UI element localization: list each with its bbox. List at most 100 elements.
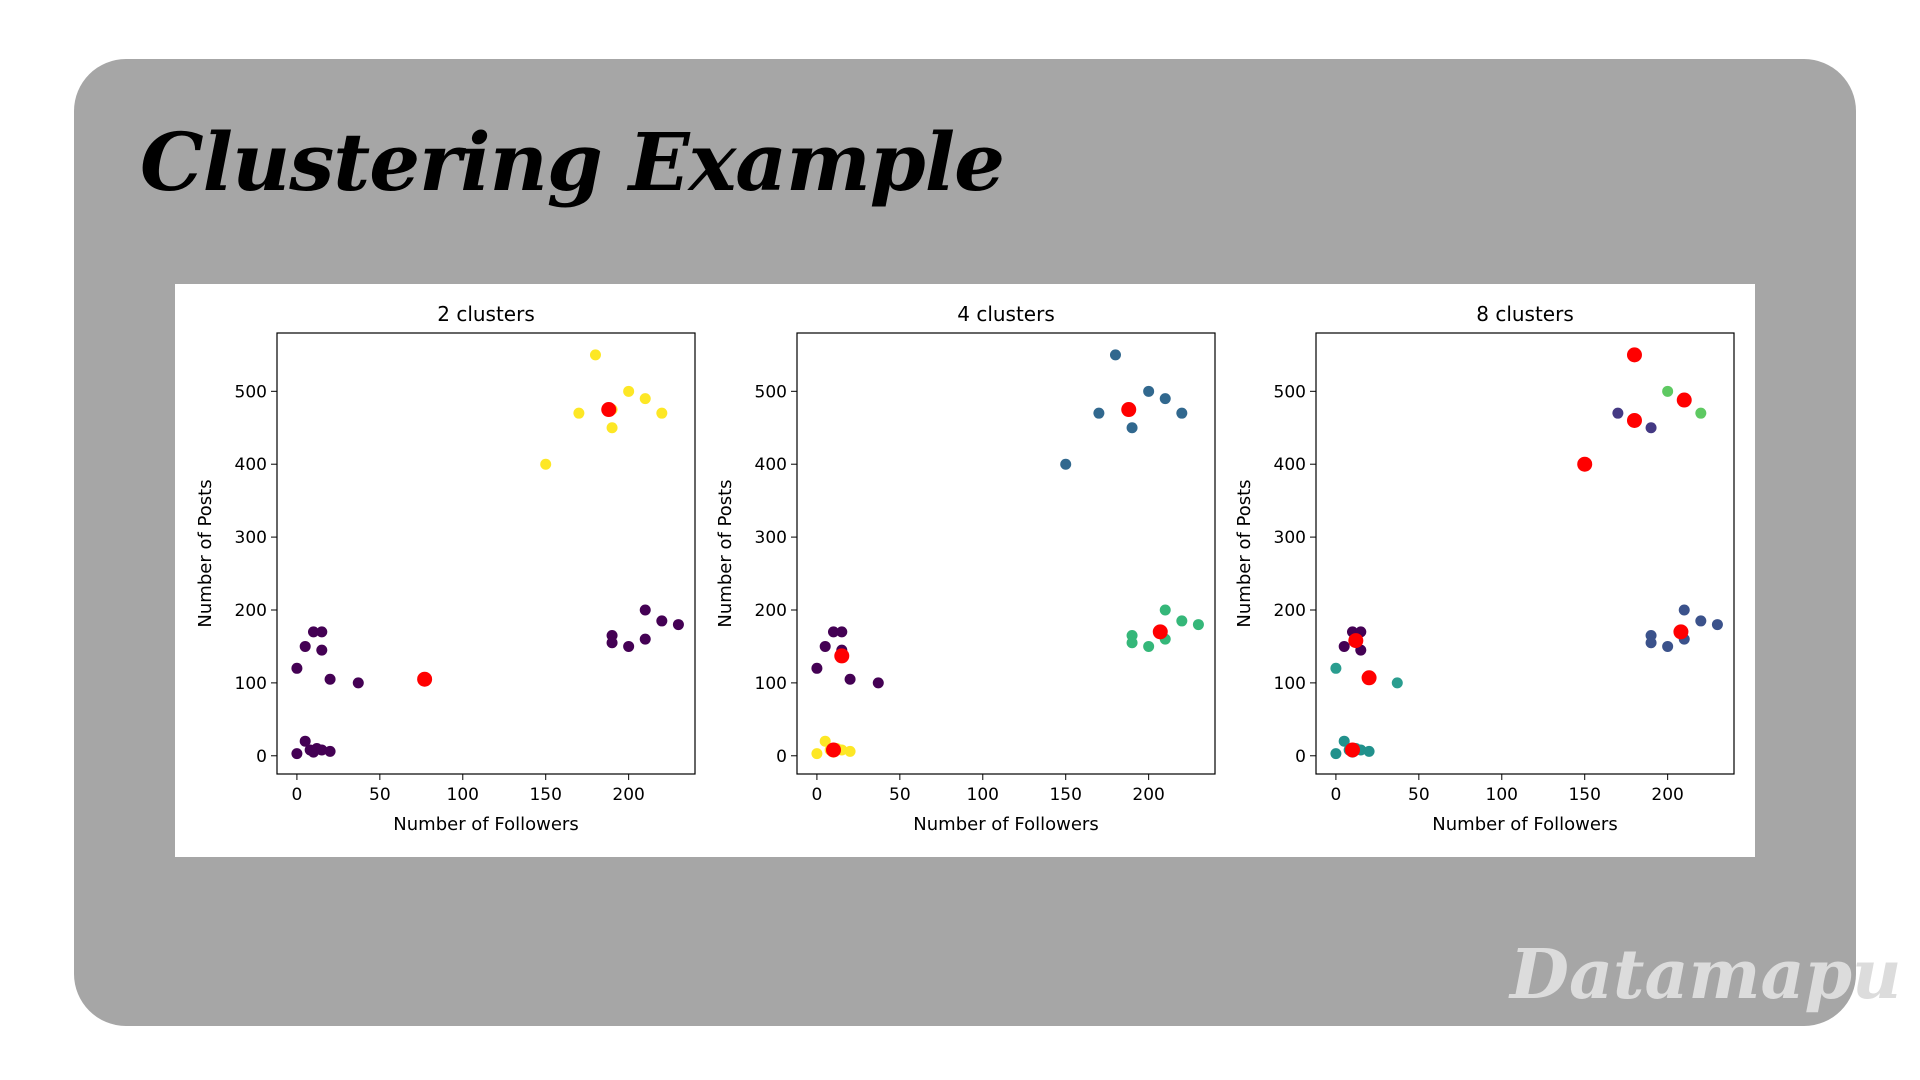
data-point [1093, 407, 1105, 419]
data-point [589, 349, 601, 361]
data-point [1060, 458, 1072, 470]
data-point [639, 633, 651, 645]
data-point [324, 673, 336, 685]
data-point [656, 615, 668, 627]
data-point [639, 393, 651, 405]
data-point [316, 644, 328, 656]
centroid-point [1577, 456, 1593, 472]
x-tick-label: 100 [1486, 785, 1518, 805]
x-tick-label: 50 [369, 785, 391, 805]
data-point [1645, 422, 1657, 434]
chart-title: 8 clusters [1476, 302, 1574, 326]
x-tick-label: 200 [1132, 785, 1164, 805]
plot-frame [276, 332, 696, 775]
data-point [316, 626, 328, 638]
data-point [1645, 637, 1657, 649]
x-tick-label: 0 [811, 785, 822, 805]
data-point [672, 619, 684, 631]
y-tick-label: 400 [755, 455, 787, 475]
data-point [1363, 745, 1375, 757]
data-point [623, 640, 635, 652]
x-axis-label: Number of Followers [913, 814, 1098, 835]
y-tick-label: 0 [256, 747, 267, 767]
data-point [1330, 662, 1342, 674]
data-point [811, 662, 823, 674]
y-tick-label: 0 [776, 747, 787, 767]
data-point [872, 677, 884, 689]
data-point [307, 626, 319, 638]
data-point [836, 626, 848, 638]
y-tick-label: 400 [235, 455, 267, 475]
y-tick-label: 500 [1274, 382, 1306, 402]
y-tick-label: 300 [1274, 528, 1306, 548]
scatter-chart-3: 8 clusters 0 50 100 150 200 0 100 200 300 400 500 Nu… [1234, 302, 1735, 835]
figure-panel: 2 clusters 0 50 100 150 200 0 100 200 300 400 500 Nu… [175, 284, 1755, 857]
data-point [1695, 407, 1707, 419]
data-point [316, 744, 328, 756]
data-point [1126, 422, 1138, 434]
centroid-point [1121, 402, 1137, 418]
centroid-point [601, 402, 617, 418]
y-tick-label: 500 [235, 382, 267, 402]
data-point [1662, 385, 1674, 397]
data-point [639, 604, 651, 616]
data-point [1338, 640, 1350, 652]
chart-title: 4 clusters [957, 302, 1055, 326]
data-point [291, 662, 303, 674]
x-tick-label: 50 [1408, 785, 1430, 805]
x-tick-label: 100 [967, 785, 999, 805]
watermark-logo: Datamapu [1510, 935, 1902, 1015]
data-point [540, 458, 552, 470]
y-tick-label: 300 [235, 528, 267, 548]
scatter-chart-2: 4 clusters 0 50 100 150 200 0 100 200 300 400 500 Nu… [715, 302, 1216, 835]
x-axis-label: Number of Followers [1432, 814, 1617, 835]
data-point [291, 748, 303, 760]
data-point [1159, 393, 1171, 405]
x-tick-label: 0 [291, 785, 302, 805]
y-tick-label: 0 [1295, 747, 1306, 767]
data-point [827, 626, 839, 638]
data-point [1143, 385, 1155, 397]
centroid-point [1361, 670, 1377, 686]
data-point [844, 745, 856, 757]
x-tick-label: 150 [1049, 785, 1081, 805]
data-point [299, 640, 311, 652]
y-axis-label: Number of Posts [715, 479, 736, 627]
x-tick-label: 150 [1568, 785, 1600, 805]
data-point [1176, 615, 1188, 627]
plot-frame [796, 332, 1216, 775]
y-axis-label: Number of Posts [1234, 479, 1255, 627]
data-point [352, 677, 364, 689]
y-tick-label: 300 [755, 528, 787, 548]
plot-frame [1315, 332, 1735, 775]
y-axis-label: Number of Posts [195, 479, 216, 627]
data-point [606, 422, 618, 434]
data-point [1143, 640, 1155, 652]
y-tick-label: 500 [755, 382, 787, 402]
y-tick-label: 200 [1274, 601, 1306, 621]
x-tick-label: 150 [529, 785, 561, 805]
data-point [1678, 604, 1690, 616]
slide-title: Clustering Example [140, 115, 1005, 209]
centroid-point [1152, 624, 1168, 640]
x-tick-label: 50 [889, 785, 911, 805]
data-point [1159, 604, 1171, 616]
data-point [324, 745, 336, 757]
x-tick-label: 0 [1330, 785, 1341, 805]
x-tick-label: 200 [1651, 785, 1683, 805]
data-point [1662, 640, 1674, 652]
data-point [299, 735, 311, 747]
data-point [1711, 619, 1723, 631]
data-point [606, 637, 618, 649]
y-tick-label: 200 [755, 601, 787, 621]
centroid-point [1344, 742, 1360, 758]
data-point [819, 735, 831, 747]
data-point [811, 748, 823, 760]
scatter-chart-1: 2 clusters 0 50 100 150 200 0 100 200 300 400 500 Nu… [195, 302, 696, 835]
centroid-point [834, 648, 850, 664]
centroid-point [1626, 347, 1642, 363]
data-point [1612, 407, 1624, 419]
data-point [1338, 735, 1350, 747]
y-tick-label: 100 [1274, 674, 1306, 694]
data-point [1109, 349, 1121, 361]
